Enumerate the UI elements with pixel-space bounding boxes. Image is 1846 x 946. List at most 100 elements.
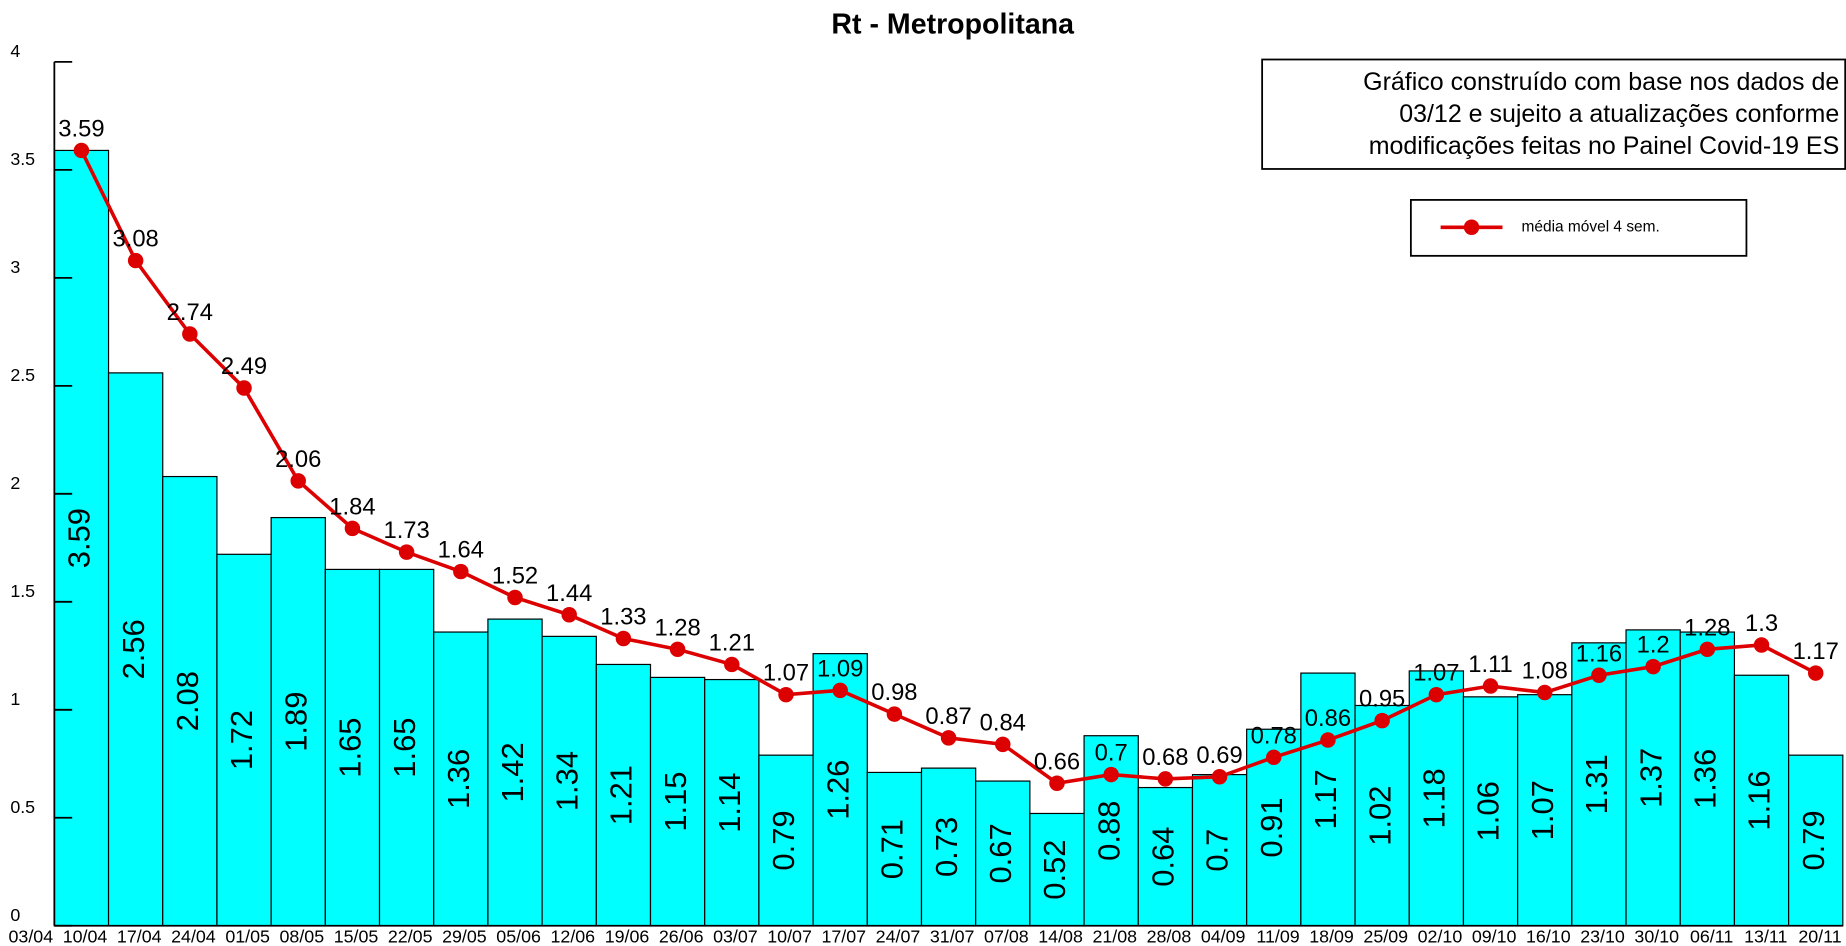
- bar-label: 1.14: [712, 773, 747, 833]
- bar-label: 0.64: [1146, 827, 1181, 887]
- annotation: modificações feitas no Painel Covid-19 E…: [1369, 132, 1840, 160]
- annotation-box: [1261, 58, 1846, 170]
- bar-label: 0.79: [1796, 810, 1831, 870]
- line-marker: [1157, 771, 1174, 787]
- line-label: 0.7: [1095, 740, 1128, 767]
- annotation: 03/12 e sujeito a atualizações conforme: [1399, 100, 1839, 128]
- bar-label: 0.91: [1254, 797, 1289, 857]
- line-marker: [669, 641, 686, 658]
- bar-label: 0.73: [929, 817, 964, 877]
- line-label: 0.95: [1359, 686, 1405, 713]
- line-marker: [1103, 766, 1119, 783]
- bar-label: 1.16: [1742, 770, 1777, 830]
- bar-label: 1.26: [820, 760, 855, 820]
- line-marker: [1482, 678, 1499, 694]
- bar: [1029, 812, 1085, 927]
- line-label: 2.74: [167, 299, 213, 326]
- line-label: 3.08: [112, 226, 158, 253]
- bar: [107, 372, 164, 927]
- line-marker: [1537, 684, 1553, 701]
- line-marker: [832, 682, 848, 699]
- x-tick-label: 16/10: [1526, 926, 1571, 946]
- bar-label: 0.7: [1200, 829, 1235, 872]
- bar-label: 1.15: [658, 771, 693, 831]
- line-label: 3.59: [58, 115, 104, 142]
- line-label: 1.64: [438, 537, 484, 564]
- line-marker: [615, 630, 632, 647]
- x-tick-label: 11/09: [1256, 926, 1299, 946]
- line-marker: [1320, 732, 1336, 748]
- line-marker: [995, 736, 1011, 753]
- bar-label: 3.59: [62, 508, 97, 568]
- x-tick-label: 30/10: [1634, 926, 1679, 946]
- line-label: 2.06: [275, 446, 321, 473]
- chart-title: Rt - Metropolitana: [831, 9, 1075, 41]
- bar-label: 1.21: [604, 765, 639, 825]
- annotation: Gráfico construído com base nos dados de: [1363, 68, 1839, 96]
- line-label: 1.73: [383, 517, 429, 544]
- y-tick-label: 4: [10, 41, 20, 61]
- x-tick-label: 28/08: [1147, 926, 1192, 946]
- line-marker: [1049, 775, 1065, 791]
- bar: [216, 553, 272, 927]
- line-marker: [453, 563, 469, 580]
- line-marker: [344, 520, 361, 537]
- x-tick-label: 29/05: [442, 926, 487, 946]
- bar-label: 0.67: [983, 823, 1018, 883]
- x-tick-label: 24/07: [876, 926, 921, 946]
- x-tick-label: 19/06: [605, 926, 650, 946]
- bar-label: 0.71: [875, 819, 910, 879]
- x-tick-label: 03/07: [713, 926, 758, 946]
- line-marker: [940, 730, 957, 746]
- bar: [1462, 696, 1519, 927]
- x-tick-label: 10/04: [63, 926, 108, 946]
- x-tick-label: 20/11: [1798, 926, 1841, 946]
- bar-label: 1.65: [333, 717, 368, 777]
- line-label: 1.08: [1522, 658, 1568, 685]
- x-tick-label: 23/10: [1580, 926, 1625, 946]
- bar-label: 0.88: [1091, 801, 1126, 861]
- line-marker: [724, 656, 740, 673]
- bar-label: 1.34: [549, 751, 584, 811]
- line-label: 0.66: [1034, 748, 1080, 775]
- x-tick-label: 12/06: [550, 926, 595, 946]
- y-tick-label: 0.5: [10, 797, 35, 817]
- x-tick-label: 22/05: [388, 926, 433, 946]
- line-marker: [127, 252, 144, 269]
- line-label: 1.52: [492, 563, 538, 590]
- bar: [1408, 670, 1465, 927]
- x-tick-label: 31/07: [930, 926, 975, 946]
- line-label: 0.68: [1142, 744, 1188, 771]
- x-tick-label: 18/09: [1309, 926, 1354, 946]
- bar-label: 1.18: [1417, 768, 1452, 828]
- bar: [324, 568, 381, 927]
- x-tick-label: 14/08: [1038, 926, 1083, 946]
- bar: [1571, 642, 1627, 927]
- bar-label: 1.07: [1525, 780, 1560, 840]
- bar-label: 1.36: [441, 749, 476, 809]
- bar-label: 1.89: [278, 692, 313, 752]
- line-label: 0.86: [1305, 705, 1351, 732]
- line-marker: [1591, 667, 1607, 683]
- line-marker: [1266, 749, 1282, 766]
- bar-label: 1.31: [1579, 754, 1614, 814]
- line-marker: [886, 706, 903, 722]
- bar: [1354, 704, 1410, 927]
- bar-label: 2.08: [170, 671, 205, 731]
- x-tick-label: 17/04: [117, 926, 162, 946]
- line-marker: [1211, 769, 1228, 785]
- line-label: 2.49: [221, 353, 267, 380]
- x-tick-label: 21/08: [1092, 926, 1137, 946]
- x-tick-label: 17/07: [821, 926, 866, 946]
- x-tick-label: 08/05: [280, 926, 325, 946]
- bar: [1137, 786, 1194, 927]
- line-marker: [73, 142, 90, 159]
- line-marker: [398, 544, 415, 560]
- bar: [866, 771, 923, 927]
- line-marker: [182, 326, 198, 342]
- line-marker: [1428, 686, 1445, 703]
- y-tick-label: 1.5: [10, 581, 35, 601]
- line-label: 1.17: [1793, 638, 1839, 665]
- line-marker: [1374, 712, 1390, 729]
